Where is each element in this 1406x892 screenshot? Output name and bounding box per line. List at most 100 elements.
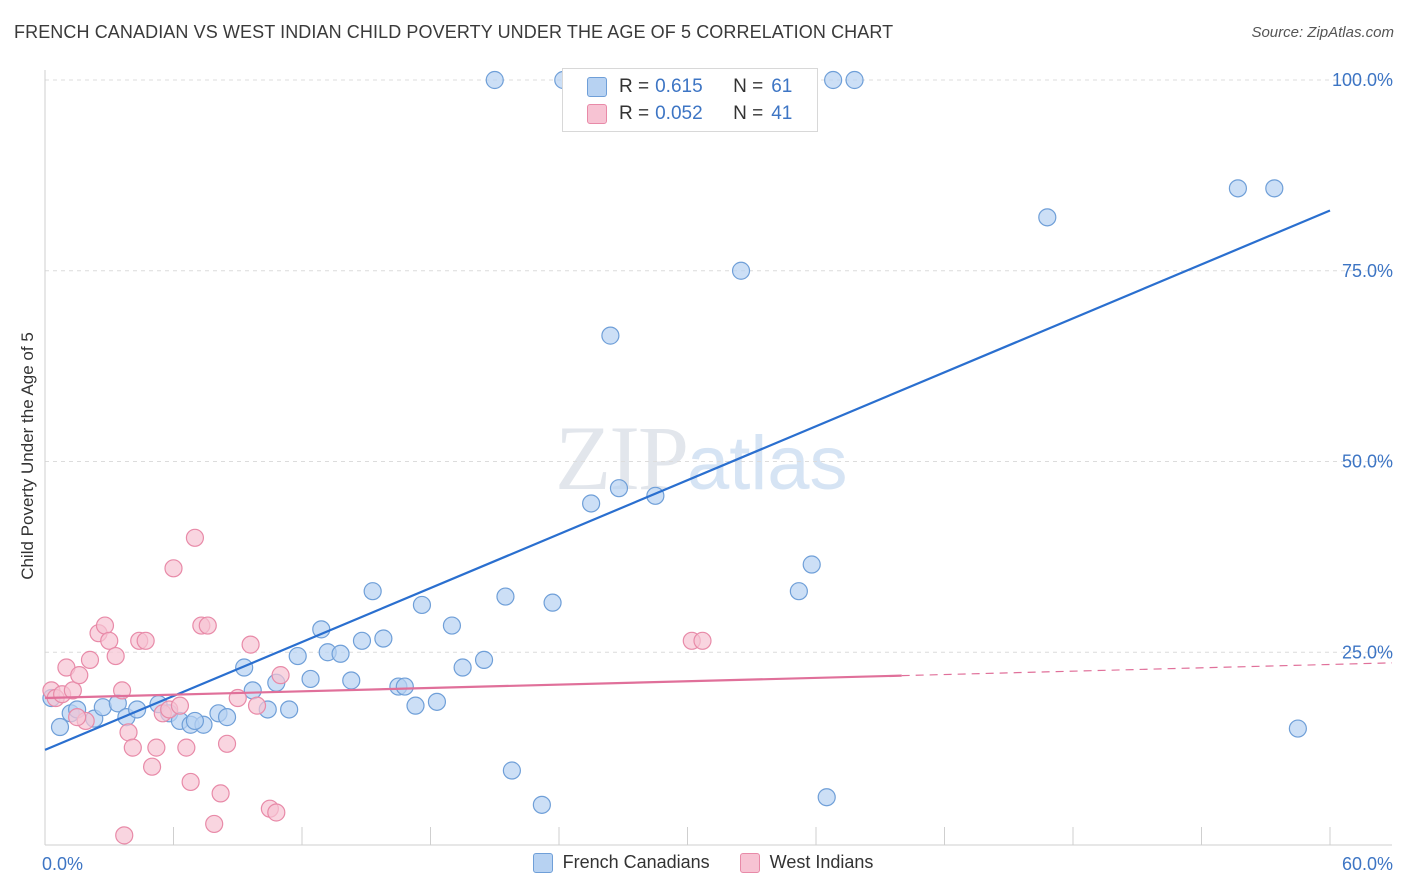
point-french-canadians — [1265, 179, 1284, 198]
legend-row-french-canadians: R = 0.615 N = 61 — [587, 75, 792, 99]
legend-n-value: 41 — [771, 103, 793, 124]
x-tick-label: 0.0% — [42, 854, 83, 874]
point-west-indians — [211, 784, 230, 803]
point-west-indians — [147, 738, 166, 757]
legend-n-key: N = — [733, 103, 764, 124]
point-french-canadians — [789, 582, 808, 601]
point-west-indians — [267, 803, 286, 822]
watermark-atlas: atlas — [687, 421, 848, 506]
point-french-canadians — [427, 692, 447, 711]
point-french-canadians — [235, 658, 254, 677]
legend-n-key: N = — [733, 76, 764, 97]
point-french-canadians — [50, 717, 70, 737]
legend-r-key: R = — [619, 103, 650, 124]
y-tick-label: 50.0% — [1342, 452, 1393, 472]
point-french-canadians — [374, 629, 393, 648]
point-west-indians — [119, 723, 138, 742]
legend-n-value: 61 — [771, 76, 793, 97]
point-west-indians — [100, 631, 119, 650]
point-french-canadians — [731, 261, 751, 280]
point-french-canadians — [474, 650, 494, 669]
y-tick-label: 100.0% — [1332, 70, 1393, 90]
point-french-canadians — [331, 644, 350, 663]
point-west-indians — [198, 616, 217, 635]
point-french-canadians — [601, 326, 620, 345]
legend-swatch-pink — [587, 104, 607, 124]
point-west-indians — [70, 666, 89, 685]
point-west-indians — [112, 681, 132, 700]
point-west-indians — [185, 528, 205, 547]
point-west-indians — [693, 631, 712, 650]
legend-r-key: R = — [619, 76, 650, 97]
point-french-canadians — [802, 555, 821, 574]
point-french-canadians — [582, 494, 601, 513]
point-french-canadians — [817, 788, 836, 807]
point-french-canadians — [301, 669, 320, 689]
point-french-canadians — [217, 708, 237, 727]
legend-r-value: 0.615 — [655, 76, 703, 97]
point-french-canadians — [342, 671, 361, 690]
legend-swatch-blue — [587, 77, 607, 97]
data-points — [42, 70, 1307, 845]
point-french-canadians — [1038, 208, 1057, 227]
point-french-canadians — [395, 677, 414, 696]
point-french-canadians — [845, 70, 864, 90]
point-french-canadians — [453, 658, 472, 677]
trend-line-west-indians-extension — [901, 662, 1393, 677]
chart-title: FRENCH CANADIAN VS WEST INDIAN CHILD POV… — [14, 22, 894, 42]
point-french-canadians — [1228, 179, 1248, 198]
x-tick-label: 60.0% — [1342, 854, 1393, 874]
point-french-canadians — [609, 479, 629, 498]
point-french-canadians — [502, 761, 521, 780]
legend-row-west-indians: R = 0.052 N = 41 — [587, 102, 792, 126]
tick-labels: 25.0% 50.0% 75.0% 100.0% 0.0% 60.0% — [42, 70, 1393, 874]
axes — [44, 70, 1392, 846]
y-tick-label: 25.0% — [1342, 642, 1393, 662]
point-west-indians — [181, 772, 200, 792]
point-west-indians — [205, 814, 224, 834]
point-french-canadians — [412, 595, 432, 615]
point-west-indians — [136, 631, 155, 650]
point-french-canadians — [824, 70, 843, 90]
point-french-canadians — [532, 795, 551, 814]
point-west-indians — [217, 734, 237, 753]
series-swatch-blue — [532, 852, 553, 873]
point-west-indians — [177, 738, 196, 757]
point-french-canadians — [280, 700, 299, 719]
source-label[interactable]: Source: ZipAtlas.com — [1251, 24, 1394, 41]
grid-lines — [45, 79, 1392, 653]
point-west-indians — [106, 646, 125, 666]
point-west-indians — [95, 616, 115, 635]
point-french-canadians — [243, 681, 262, 700]
point-french-canadians — [352, 631, 372, 650]
series-legend: French Canadians West Indians — [0, 852, 1406, 873]
point-french-canadians — [485, 70, 504, 90]
series-legend-label: West Indians — [769, 852, 874, 872]
point-french-canadians — [543, 593, 562, 612]
point-west-indians — [68, 708, 87, 727]
series-swatch-pink — [739, 852, 760, 873]
point-west-indians — [123, 738, 142, 757]
point-west-indians — [115, 826, 134, 845]
y-tick-label: 75.0% — [1342, 261, 1393, 281]
point-west-indians — [271, 666, 290, 685]
point-french-canadians — [288, 646, 307, 666]
point-west-indians — [170, 696, 190, 715]
point-french-canadians — [1288, 719, 1307, 738]
trend-lines — [44, 209, 1393, 751]
series-legend-french-canadians[interactable]: French Canadians — [532, 852, 710, 873]
point-french-canadians — [185, 711, 205, 731]
point-west-indians — [241, 635, 260, 654]
point-french-canadians — [442, 616, 462, 635]
legend-r-value: 0.052 — [655, 103, 703, 124]
series-legend-west-indians[interactable]: West Indians — [739, 852, 874, 873]
correlation-legend: R = 0.615 N = 61 R = 0.052 N = 41 — [562, 68, 818, 132]
point-west-indians — [247, 696, 267, 715]
point-french-canadians — [406, 696, 425, 715]
trend-line-french-canadians — [44, 209, 1331, 751]
series-legend-label: French Canadians — [562, 852, 710, 872]
point-french-canadians — [93, 698, 112, 717]
point-west-indians — [80, 650, 100, 669]
point-french-canadians — [496, 587, 515, 606]
